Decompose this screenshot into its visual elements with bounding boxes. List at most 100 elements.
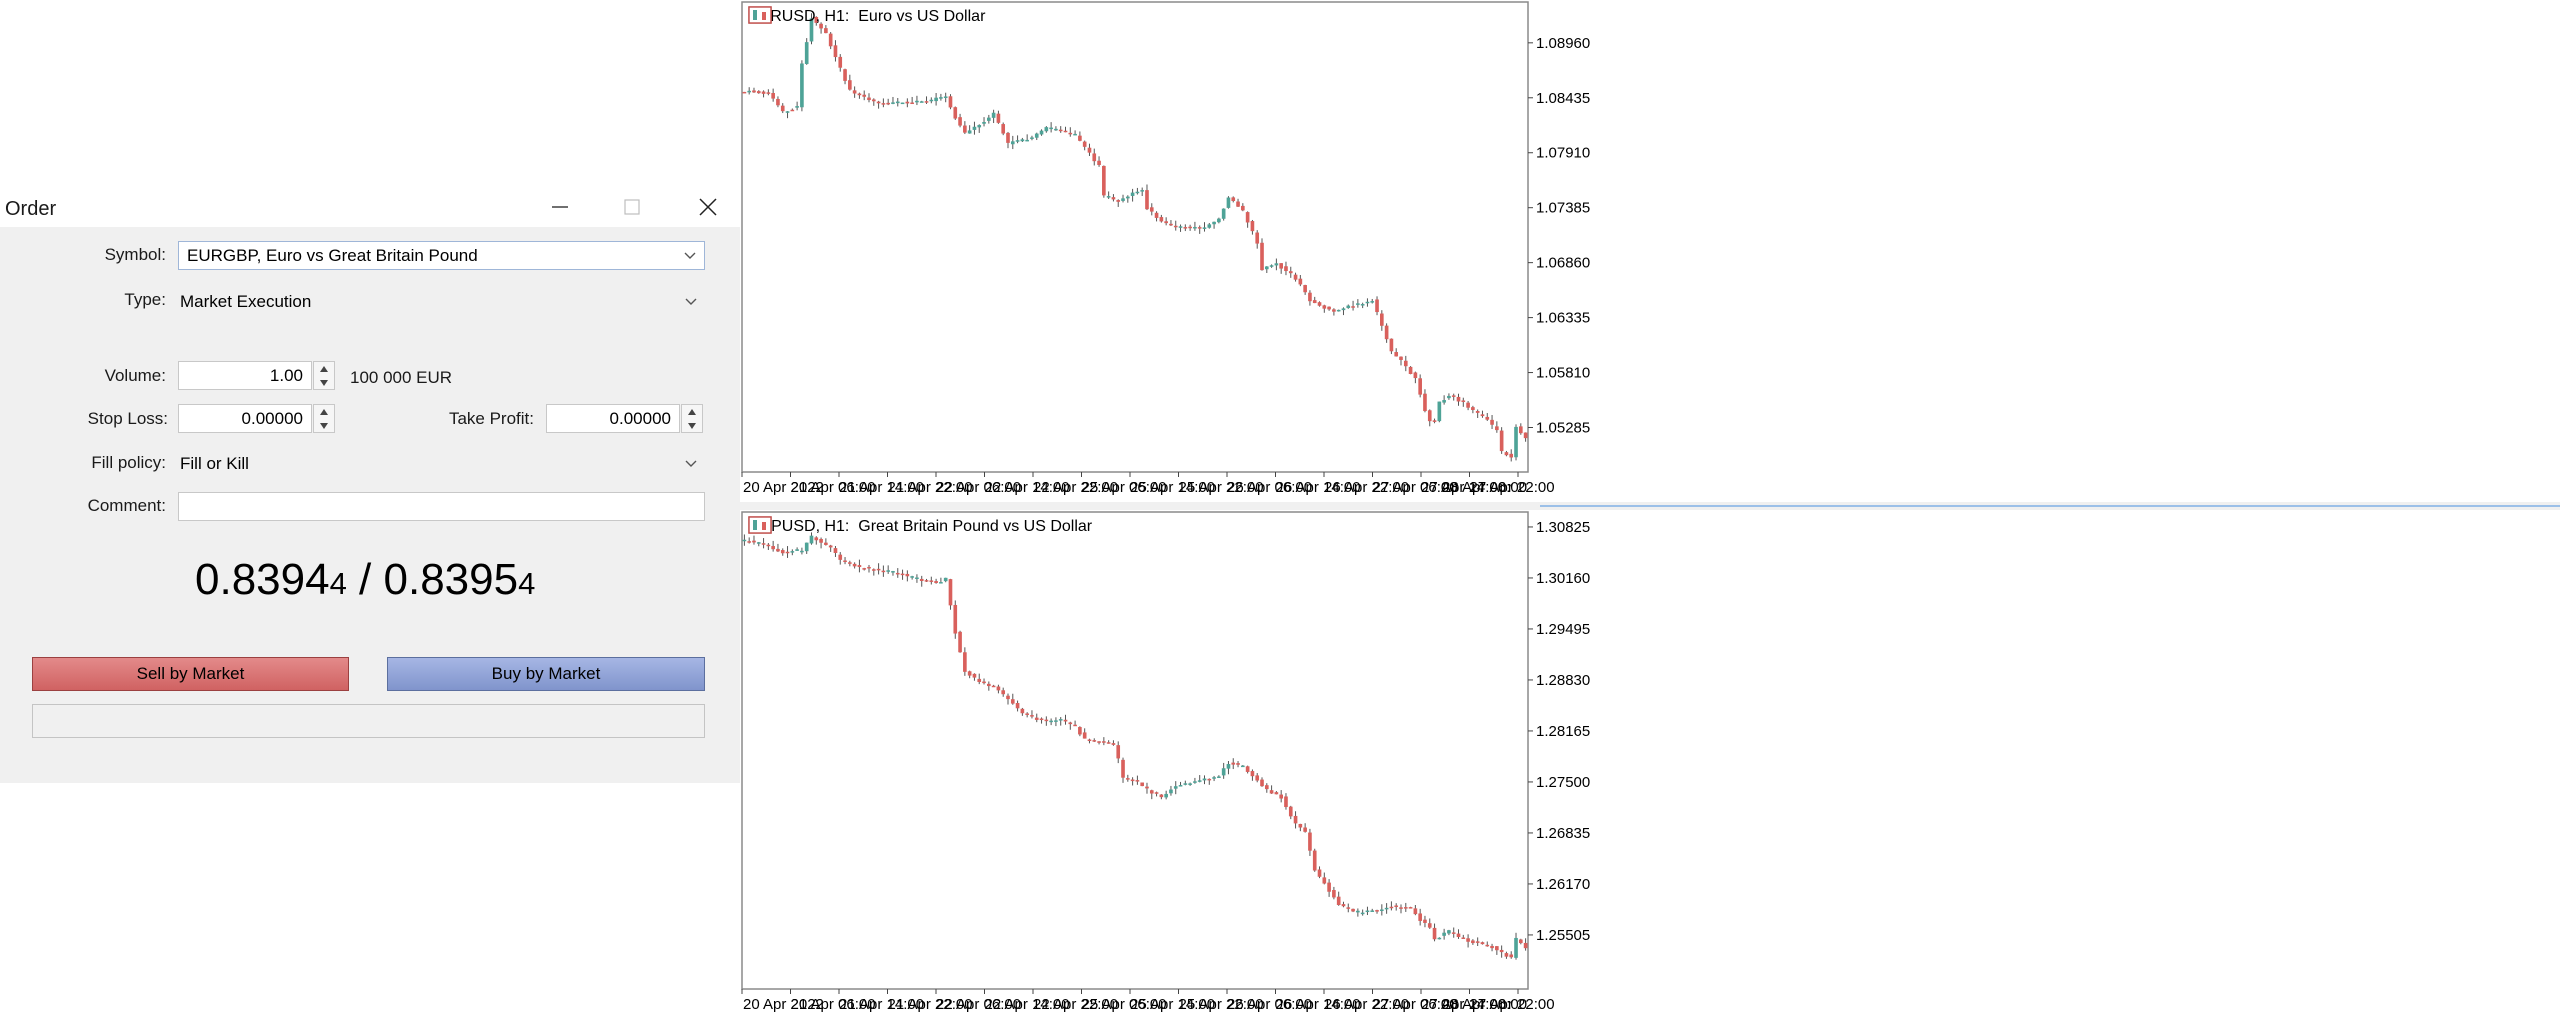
candle-body (929, 580, 934, 582)
candle-body (780, 550, 785, 554)
minimize-button[interactable] (530, 187, 590, 227)
spin-down-icon[interactable] (314, 376, 334, 389)
candle-body (1015, 140, 1020, 142)
candle-body (1140, 190, 1145, 192)
take-profit-label: Take Profit: (448, 409, 534, 428)
stop-loss-label: Stop Loss: (87, 409, 168, 428)
spin-down-icon[interactable] (682, 419, 702, 432)
candle-body (857, 565, 862, 568)
take-profit-stepper[interactable] (681, 404, 703, 433)
x-tick-label: 25 Apr 22:00 (1179, 479, 1264, 496)
close-button[interactable] (678, 187, 738, 227)
candle-body (785, 551, 790, 554)
eurusd-chart-canvas[interactable]: 1.08960 1.08435 1.07910 1.07385 1.06860 1.063… (740, 0, 2560, 502)
x-tick-label: 26 Apr 14:00 (1276, 996, 1361, 1013)
candle-body (1054, 128, 1058, 131)
candle-body (843, 69, 847, 81)
maximize-button[interactable] (602, 187, 662, 227)
candle-body (1293, 274, 1298, 280)
y-tick-label: 1.06335 (1536, 310, 1590, 327)
y-tick-label: 1.27500 (1536, 774, 1590, 791)
candle-body (1332, 890, 1336, 898)
candle-body (833, 45, 838, 58)
candle-body (1212, 221, 1216, 225)
symbol-select[interactable]: EURGBP, Euro vs Great Britain Pound (178, 241, 705, 270)
y-tick-label: 1.06860 (1536, 255, 1590, 272)
candle-body (1475, 410, 1480, 413)
candle-body (852, 563, 857, 567)
order-titlebar[interactable]: Order (0, 187, 740, 227)
candle-body (1154, 792, 1159, 794)
candle-body (790, 551, 795, 553)
x-tick-label: 20 Apr 2022 (743, 996, 824, 1013)
candle-body (1183, 783, 1188, 785)
candle-body (1140, 782, 1145, 787)
candle-body (1375, 299, 1379, 313)
spin-up-icon[interactable] (682, 405, 702, 418)
candle-body (1499, 430, 1504, 452)
take-profit-input[interactable] (546, 404, 680, 433)
spin-up-icon[interactable] (314, 362, 334, 375)
comment-field[interactable] (179, 493, 704, 520)
y-tick-label: 1.05285 (1536, 420, 1590, 437)
candle-body (1380, 909, 1384, 911)
volume-input[interactable] (178, 361, 312, 390)
candle-body (1312, 300, 1317, 304)
candle-body (776, 548, 780, 552)
fill-policy-select[interactable]: Fill or Kill (178, 450, 705, 479)
candle-body (1403, 360, 1408, 367)
x-tick-label: 22 Apr 22:00 (1033, 996, 1118, 1013)
stop-loss-input[interactable] (178, 404, 312, 433)
candle-body (1336, 309, 1341, 312)
plot-frame (741, 1, 1529, 473)
candle-body (1212, 777, 1216, 779)
candle-body (848, 562, 852, 564)
spin-up-icon[interactable] (314, 405, 334, 418)
comment-input[interactable] (178, 492, 705, 521)
gbpusd-chart-canvas[interactable]: 1.30825 1.30160 1.29495 1.28830 1.28165 1.275… (740, 510, 2560, 1021)
x-tick-label: 28 Apr 06:00 (1442, 996, 1527, 1013)
candle-body (1365, 910, 1370, 913)
price-axis (1530, 2, 1558, 472)
type-value: Market Execution (180, 292, 312, 311)
sell-by-market-button[interactable]: Sell by Market (32, 657, 349, 691)
candle-body (996, 686, 1001, 691)
candle-body (1025, 713, 1029, 715)
order-title: Order (5, 198, 57, 220)
chart-properties-icon[interactable] (748, 6, 772, 24)
candle-body (1456, 933, 1461, 938)
candle-body (1356, 910, 1360, 913)
candle-body (814, 16, 819, 23)
candle-body (1279, 263, 1283, 269)
candle-body (862, 568, 867, 570)
candle-body (1418, 913, 1422, 921)
candle-body (996, 113, 1001, 123)
candle-body (1082, 732, 1087, 739)
chart-properties-icon[interactable] (748, 516, 772, 534)
volume-field[interactable] (179, 362, 311, 389)
candle-body (1010, 699, 1015, 704)
x-tick-label: 27 Apr 06:00 (1373, 479, 1458, 496)
chart-eurusd[interactable]: 1.08960 1.08435 1.07910 1.07385 1.06860 1.063… (740, 0, 2560, 502)
chart-gbpusd[interactable]: 1.30825 1.30160 1.29495 1.28830 1.28165 1.275… (740, 510, 2560, 1021)
candle-body (1384, 907, 1389, 910)
candle-body (1394, 905, 1399, 907)
stop-loss-field[interactable] (179, 405, 311, 432)
candle-body (1308, 292, 1312, 302)
buy-by-market-button[interactable]: Buy by Market (387, 657, 705, 691)
candle-body (915, 100, 919, 103)
stop-loss-stepper[interactable] (313, 404, 335, 433)
type-select[interactable]: Market Execution (178, 288, 705, 317)
chart-title: EURUSD, H1: Euro vs US Dollar (748, 8, 986, 25)
x-tick-label: 22 Apr 06:00 (936, 996, 1021, 1013)
candle-body (814, 537, 819, 541)
candle-body (924, 580, 929, 582)
take-profit-field[interactable] (547, 405, 679, 432)
candle-body (876, 101, 881, 104)
candle-body (1193, 781, 1197, 783)
candle-body (766, 544, 771, 547)
volume-stepper[interactable] (313, 361, 335, 390)
candle-body (900, 102, 905, 105)
spin-down-icon[interactable] (314, 419, 334, 432)
candle-body (756, 91, 761, 94)
